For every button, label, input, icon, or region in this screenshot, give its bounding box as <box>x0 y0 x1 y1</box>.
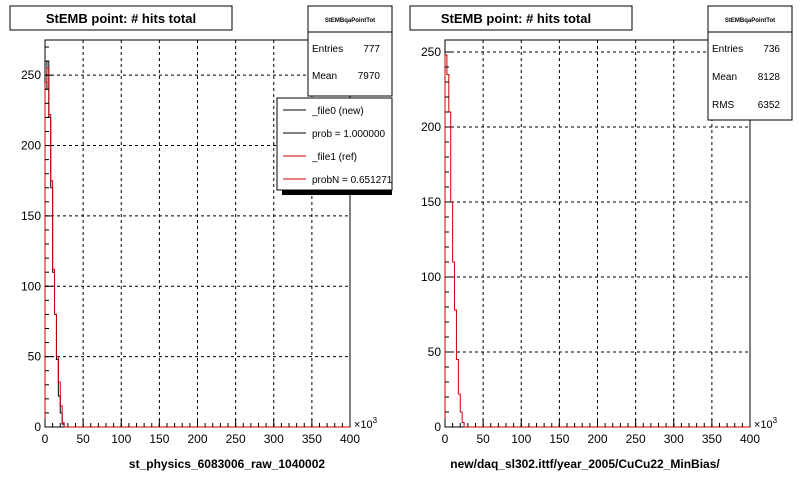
y-tick-label: 250 <box>21 68 41 82</box>
stats-value-mean: 8128 <box>758 72 781 83</box>
stats-label-entries: Entries <box>712 44 743 55</box>
x-tick-label: 50 <box>476 432 490 446</box>
x-multiplier: ×103 <box>754 416 778 431</box>
y-tick-label: 50 <box>28 350 42 364</box>
grid-lines <box>45 40 350 427</box>
x-axis-label: new/daq_sl302.ittf/year_2005/CuCu22_MinB… <box>450 457 720 471</box>
x-tick-label: 350 <box>302 432 322 446</box>
chart-title: StEMB point: # hits total <box>46 11 196 26</box>
stats-name: StEMBqaPointTot <box>325 18 375 24</box>
x-multiplier: ×103 <box>354 416 378 431</box>
histogram-line <box>44 67 350 428</box>
y-tick-label: 150 <box>21 209 41 223</box>
y-tick-label: 50 <box>428 345 442 359</box>
y-tick-label: 0 <box>434 420 441 434</box>
x-tick-label: 150 <box>149 432 169 446</box>
legend-entry-probN: probN = 0.651271 <box>312 175 393 186</box>
x-tick-label: 300 <box>664 432 684 446</box>
grid-lines <box>445 40 750 427</box>
stats-value-rms: 6352 <box>758 100 781 111</box>
y-tick-label: 200 <box>421 120 441 134</box>
x-axis-label: st_physics_6083006_raw_1040002 <box>129 457 325 471</box>
stats-label-mean: Mean <box>312 71 337 82</box>
stats-value-entries: 777 <box>363 44 380 55</box>
x-tick-label: 100 <box>511 432 531 446</box>
right-histogram-panel: 0 50 100 150 200 250 300 350 400050100150200250 … <box>409 5 793 471</box>
x-tick-label: 200 <box>187 432 207 446</box>
legend: _file0 (new) prob = 1.000000 _file1 (ref… <box>276 97 393 195</box>
x-tick-label: 50 <box>76 432 90 446</box>
y-tick-label: 250 <box>421 45 441 59</box>
stats-box: StEMBqaPointTot Entries 777 Mean 7970 <box>307 5 393 97</box>
title-box: StEMB point: # hits total <box>9 5 233 31</box>
y-tick-label: 200 <box>21 139 41 153</box>
y-tick-label: 150 <box>421 195 441 209</box>
axes: 0 50 100 150 200 250 300 350 400 0 50 100 150 200 250 <box>421 45 760 446</box>
legend-entry-prob: prob = 1.000000 <box>312 129 386 140</box>
x-tick-label: 200 <box>587 432 607 446</box>
x-tick-label: 400 <box>340 432 360 446</box>
chart-title: StEMB point: # hits total <box>441 11 591 26</box>
y-tick-label: 100 <box>21 279 41 293</box>
stats-value-entries: 736 <box>763 44 780 55</box>
stats-box: StEMBqaPointTot Entries 736 Mean 8128 RM… <box>707 5 793 121</box>
legend-entry-file1: _file1 (ref) <box>311 152 357 163</box>
x-tick-label: 150 <box>549 432 569 446</box>
axes: 0 50 100 150 200 250 300 350 400 0 50 100 150 200 250 <box>21 46 360 446</box>
x-tick-label: 100 <box>111 432 131 446</box>
legend-entry-file0: _file0 (new) <box>311 106 364 117</box>
y-tick-label: 100 <box>421 270 441 284</box>
stats-name: StEMBqaPointTot <box>725 18 775 24</box>
y-tick-label: 0 <box>34 420 41 434</box>
histogram-series <box>444 54 750 428</box>
stats-label-entries: Entries <box>312 44 343 55</box>
x-tick-label: 300 <box>264 432 284 446</box>
stats-label-rms: RMS <box>712 100 735 111</box>
x-tick-label: 250 <box>626 432 646 446</box>
stats-value-mean: 7970 <box>358 71 381 82</box>
title-box: StEMB point: # hits total <box>409 5 633 31</box>
x-tick-label: 0 <box>42 432 49 446</box>
left-histogram-panel: 0 50 100 150 200 250 300 350 400050100150200250 … <box>9 5 393 471</box>
x-tick-label: 350 <box>702 432 722 446</box>
stats-label-mean: Mean <box>712 72 737 83</box>
histogram-line <box>444 54 750 428</box>
x-tick-label: 400 <box>740 432 760 446</box>
x-tick-label: 0 <box>442 432 449 446</box>
x-tick-label: 250 <box>226 432 246 446</box>
